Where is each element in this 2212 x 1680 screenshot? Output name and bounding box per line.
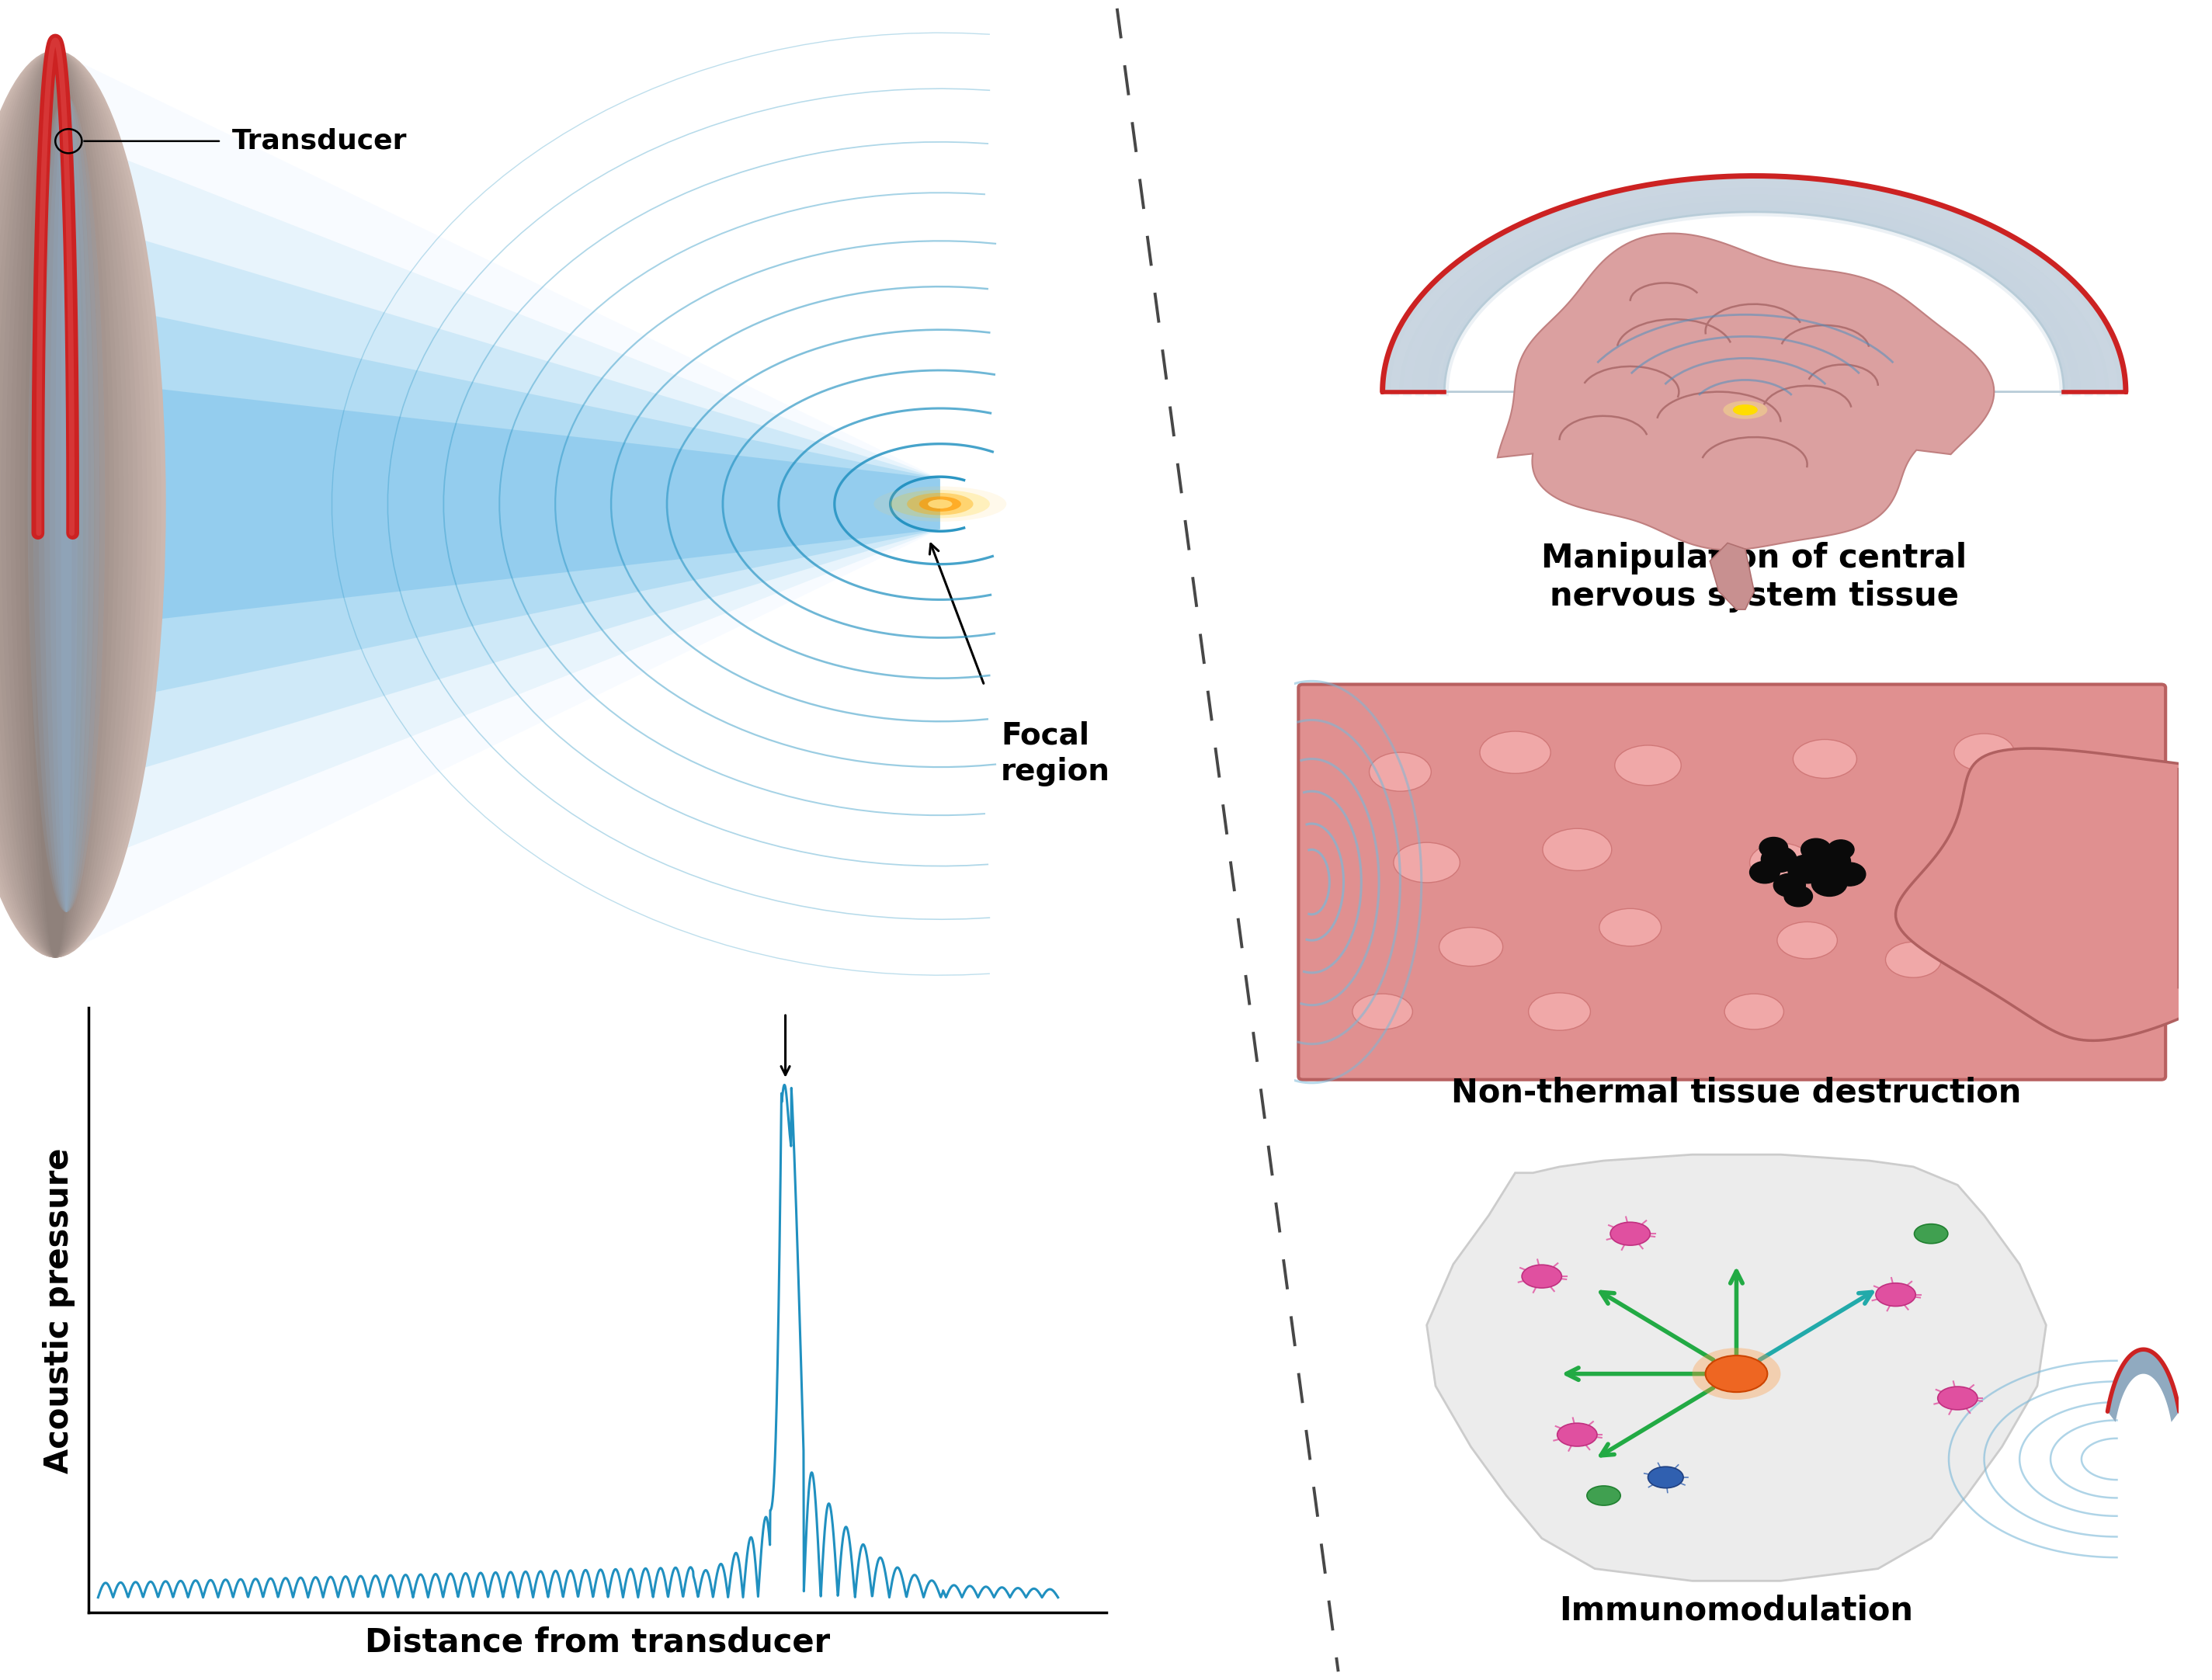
Ellipse shape — [1776, 922, 1838, 959]
Polygon shape — [55, 296, 940, 712]
Y-axis label: Acoustic pressure: Acoustic pressure — [42, 1147, 75, 1473]
Ellipse shape — [15, 50, 95, 958]
Circle shape — [1750, 862, 1781, 884]
Ellipse shape — [1705, 1356, 1767, 1393]
Ellipse shape — [0, 50, 119, 958]
Text: Immunomodulation: Immunomodulation — [1559, 1594, 1913, 1626]
Ellipse shape — [29, 50, 82, 958]
X-axis label: Distance from transducer: Distance from transducer — [365, 1626, 830, 1658]
Polygon shape — [55, 213, 940, 795]
Ellipse shape — [1725, 995, 1783, 1030]
Ellipse shape — [874, 487, 1006, 521]
Ellipse shape — [0, 50, 157, 958]
Ellipse shape — [1732, 405, 1759, 415]
Ellipse shape — [1352, 995, 1413, 1030]
Polygon shape — [55, 133, 940, 875]
Ellipse shape — [1394, 842, 1460, 882]
Polygon shape — [1498, 234, 1993, 549]
Circle shape — [1816, 848, 1851, 874]
Ellipse shape — [889, 491, 991, 517]
Ellipse shape — [44, 96, 88, 912]
Ellipse shape — [0, 50, 166, 958]
Polygon shape — [2108, 1349, 2179, 1421]
Ellipse shape — [1480, 731, 1551, 773]
Polygon shape — [55, 376, 940, 632]
Ellipse shape — [0, 50, 115, 958]
Text: Focal
region: Focal region — [1002, 721, 1110, 786]
Text: Non-thermal tissue destruction: Non-thermal tissue destruction — [1451, 1077, 2022, 1109]
Ellipse shape — [27, 96, 106, 912]
Ellipse shape — [24, 50, 86, 958]
Ellipse shape — [1750, 843, 1812, 882]
Text: Manipulation of central
nervous system tissue: Manipulation of central nervous system t… — [1542, 543, 1966, 613]
Ellipse shape — [1692, 1347, 1781, 1399]
Circle shape — [1787, 855, 1827, 884]
Ellipse shape — [0, 50, 161, 958]
Ellipse shape — [1648, 1467, 1683, 1488]
Ellipse shape — [0, 50, 137, 958]
Ellipse shape — [62, 96, 73, 912]
Ellipse shape — [20, 50, 91, 958]
Circle shape — [1834, 862, 1865, 885]
Circle shape — [1827, 840, 1854, 860]
Ellipse shape — [929, 499, 951, 509]
Ellipse shape — [1876, 1284, 1916, 1307]
Circle shape — [1801, 838, 1832, 860]
Ellipse shape — [1723, 402, 1767, 418]
Circle shape — [1761, 847, 1796, 872]
Circle shape — [1785, 885, 1812, 907]
Ellipse shape — [1542, 828, 1613, 870]
Text: Transducer: Transducer — [232, 128, 407, 155]
Ellipse shape — [1953, 734, 2015, 771]
Polygon shape — [55, 50, 940, 958]
Ellipse shape — [1522, 1265, 1562, 1289]
Circle shape — [1812, 870, 1847, 895]
Ellipse shape — [920, 496, 960, 512]
Ellipse shape — [1938, 1386, 1978, 1410]
Ellipse shape — [0, 50, 153, 958]
Polygon shape — [1896, 748, 2212, 1040]
Circle shape — [1774, 874, 1805, 897]
Polygon shape — [1710, 543, 1754, 610]
Ellipse shape — [907, 492, 973, 516]
Ellipse shape — [1557, 1423, 1597, 1446]
Ellipse shape — [0, 50, 146, 958]
Ellipse shape — [1913, 1225, 1949, 1243]
Ellipse shape — [1440, 927, 1502, 966]
Ellipse shape — [0, 50, 142, 958]
Ellipse shape — [0, 50, 133, 958]
Ellipse shape — [55, 96, 77, 912]
Ellipse shape — [7, 50, 104, 958]
FancyBboxPatch shape — [1298, 684, 2166, 1080]
Circle shape — [1759, 837, 1787, 858]
Ellipse shape — [11, 50, 100, 958]
Ellipse shape — [1599, 909, 1661, 946]
Ellipse shape — [0, 50, 111, 958]
Ellipse shape — [1528, 993, 1590, 1030]
Ellipse shape — [33, 50, 77, 958]
Ellipse shape — [1929, 864, 1986, 900]
Ellipse shape — [1615, 746, 1681, 786]
Ellipse shape — [0, 50, 128, 958]
Ellipse shape — [33, 96, 100, 912]
Ellipse shape — [1885, 942, 1942, 978]
Ellipse shape — [40, 96, 93, 912]
Ellipse shape — [51, 96, 84, 912]
Ellipse shape — [1794, 739, 1856, 778]
Polygon shape — [1382, 176, 2126, 391]
Ellipse shape — [1369, 753, 1431, 791]
Ellipse shape — [1610, 1221, 1650, 1245]
Polygon shape — [1427, 1154, 2046, 1581]
Ellipse shape — [1586, 1485, 1621, 1505]
Ellipse shape — [0, 50, 124, 958]
